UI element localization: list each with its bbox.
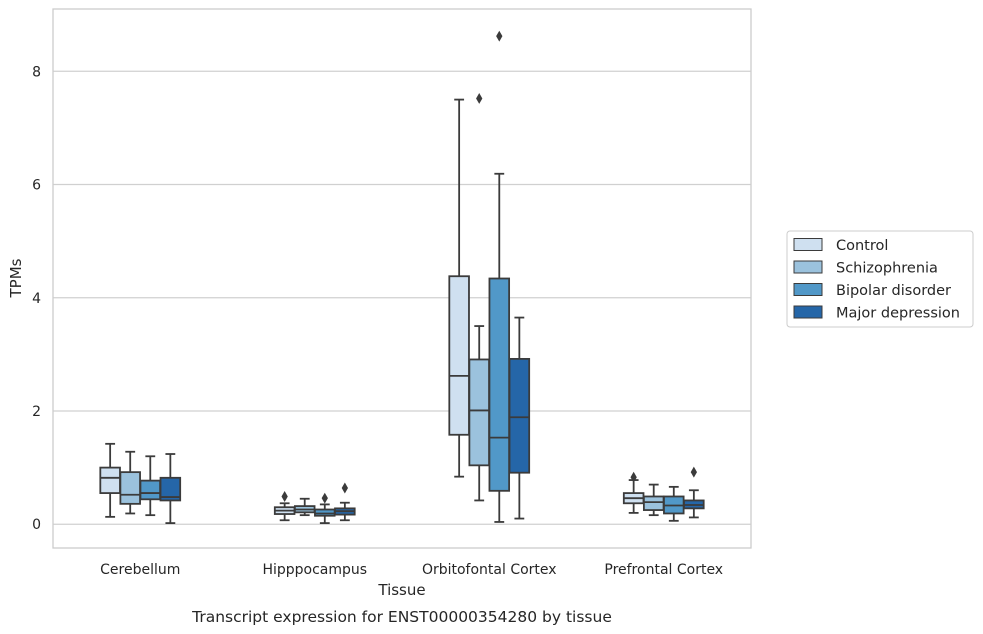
box-plot (139, 455, 162, 517)
legend: Control Schizophrenia Bipolar disorder Majo… (786, 230, 974, 328)
box-plot (683, 466, 705, 519)
x-axis-title: Tissue (377, 581, 425, 599)
y-tick-label: 8 (32, 64, 41, 80)
chart-title: Transcript expression for ENST0000035428… (191, 608, 612, 626)
x-tick-label: Prefrontal Cortex (604, 562, 723, 578)
legend-swatch (793, 238, 823, 251)
box-series (99, 30, 705, 524)
box-plot (448, 98, 470, 478)
plot-area-frame (52, 8, 752, 549)
series-schizophrenia (119, 92, 665, 517)
y-tick-labels: 0 2 4 6 8 (32, 64, 41, 533)
outlier-point (281, 491, 288, 502)
legend-swatch (793, 305, 823, 319)
y-tick-label: 4 (32, 291, 41, 307)
legend-label: Control (836, 238, 888, 254)
legend-label: Schizophrenia (836, 261, 938, 277)
x-tick-label: Orbitofontal Cortex (422, 562, 557, 578)
box-iqr (508, 357, 531, 474)
box-plot (334, 482, 356, 522)
outlier-point (341, 482, 349, 494)
outlier-point (690, 466, 698, 478)
series-control (99, 98, 645, 522)
box-iqr (159, 476, 182, 502)
box-iqr (448, 275, 470, 436)
box-plot (622, 471, 645, 514)
box-iqr (468, 358, 490, 467)
x-tick-label: Hipppocampus (262, 562, 367, 578)
legend-frame (786, 230, 974, 328)
grid-lines (53, 70, 751, 525)
outlier-point (630, 471, 637, 483)
x-tick-labels: Cerebellum Hipppocampus Orbitofontal Corte… (100, 562, 723, 578)
box-plot (642, 483, 665, 517)
box-iqr (642, 495, 665, 511)
y-tick-label: 6 (32, 178, 41, 194)
box-iqr (119, 471, 141, 505)
outlier-point (321, 492, 328, 504)
box-iqr (139, 479, 162, 501)
y-axis-title: TPMs (7, 258, 25, 298)
box-plot (159, 453, 182, 524)
y-tick-label: 0 (32, 517, 41, 533)
legend-label: Major depression (836, 306, 960, 322)
legend-swatch (793, 283, 823, 296)
box-plot (508, 316, 531, 520)
box-plot (119, 450, 141, 515)
box-iqr (99, 466, 121, 494)
box-plot (99, 442, 121, 518)
legend-swatch (793, 260, 823, 274)
y-tick-label: 2 (32, 404, 41, 420)
x-tick-label: Cerebellum (100, 562, 180, 578)
outlier-point (476, 92, 483, 104)
legend-label: Bipolar disorder (836, 283, 951, 299)
outlier-point (496, 30, 503, 42)
series-major-depression (159, 316, 705, 524)
box-iqr (488, 277, 511, 492)
